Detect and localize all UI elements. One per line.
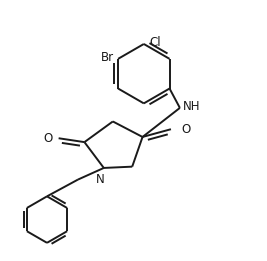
Text: N: N [96,173,104,186]
Text: O: O [181,123,191,136]
Text: Cl: Cl [149,36,161,49]
Text: O: O [43,132,52,145]
Text: NH: NH [183,100,201,113]
Text: Br: Br [101,51,114,64]
